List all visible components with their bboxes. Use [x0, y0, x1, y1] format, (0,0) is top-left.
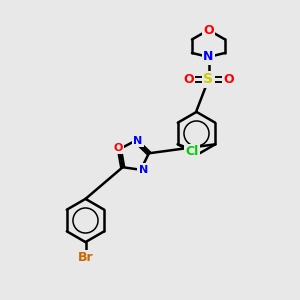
Text: Cl: Cl — [186, 145, 199, 158]
Text: O: O — [203, 23, 214, 37]
Text: O: O — [223, 73, 234, 86]
Text: Br: Br — [78, 251, 93, 264]
Text: N: N — [203, 50, 214, 64]
Text: N: N — [134, 136, 143, 146]
Text: O: O — [113, 143, 123, 153]
Text: O: O — [183, 73, 194, 86]
Text: N: N — [139, 165, 148, 175]
Text: S: S — [203, 73, 214, 86]
